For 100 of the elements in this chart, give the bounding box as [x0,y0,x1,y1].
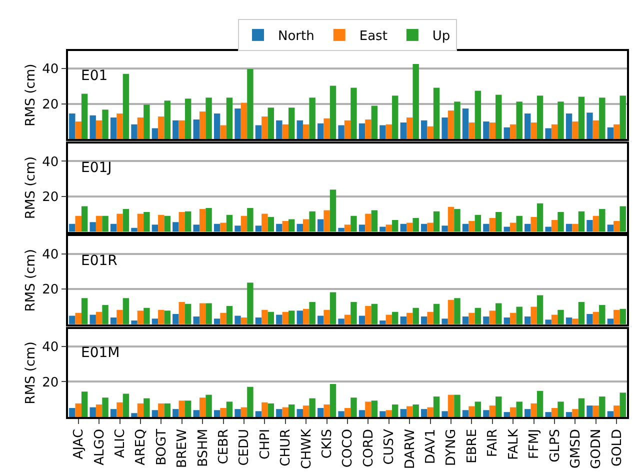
bar [240,216,248,232]
bar [96,216,102,232]
bar [344,120,351,140]
bar [193,119,200,140]
bar [102,110,108,140]
bar [427,312,434,324]
bar [220,125,226,140]
bar [309,398,316,417]
bar [122,74,130,140]
bar [566,412,572,417]
x-tick-label: CHWK [299,428,314,470]
bar [406,118,413,140]
bar [110,409,117,417]
bar [324,404,330,417]
y-tick-label: 40 [42,62,59,78]
bar [442,318,448,324]
bar [406,406,413,417]
bar [247,208,254,232]
bar [122,394,130,417]
bar [81,206,88,232]
bar [371,400,378,417]
bar [193,316,200,324]
bar [296,310,303,324]
bar [288,108,295,140]
x-tick-label: CORD [361,428,376,468]
bar [365,402,372,417]
x-tick-label: FAIR [486,428,501,457]
y-tick-label: 40 [42,247,59,262]
bar [400,409,407,417]
x-tick-label: GMSD [568,428,584,469]
bar [592,120,600,140]
bar [614,221,620,232]
bar [276,120,282,140]
bar [483,410,490,417]
bar [592,216,600,232]
bar [317,408,324,417]
bar [96,312,102,324]
text: E01J [81,160,112,176]
bar [380,125,386,140]
bar [344,224,351,232]
bar [90,407,96,417]
bar [412,308,419,324]
bar [516,102,522,140]
bar [75,216,82,232]
bar [302,406,310,417]
bar [350,216,357,232]
bar [206,98,212,140]
bar [214,410,220,417]
x-tick-label: CHPI [258,428,273,460]
bar [412,218,419,232]
bar [350,302,357,324]
bar [392,404,398,417]
bar [262,310,268,324]
bar [400,122,407,140]
bar [510,407,516,417]
bar [338,318,344,324]
bar [448,206,454,232]
bar [226,98,233,140]
bar [338,411,344,417]
bar [302,124,310,140]
bar [158,116,164,140]
bar [172,120,179,140]
bar [599,396,606,417]
bar [172,409,179,417]
bar [586,112,593,140]
bar [536,295,544,324]
bar [240,407,248,417]
bar [599,209,606,232]
bar [358,123,366,140]
bar [131,124,138,140]
y-axis-title: RMS (cm) [24,249,39,312]
y-axis-title: RMS (cm) [24,64,39,126]
bar [131,320,138,324]
y-tick-label: 20 [42,375,59,390]
bar [255,125,262,140]
bar [433,88,440,140]
bar [116,214,123,232]
bar [474,90,482,140]
x-tick-label: ALIC [112,428,128,458]
bar [131,413,138,417]
bar [288,404,295,417]
bar [462,316,469,324]
bar [516,216,522,232]
bar [255,318,262,324]
legend-label: North [278,29,314,44]
x-tick-label: BREW [175,428,190,468]
text: E01 [81,68,108,84]
bar [468,122,475,140]
bar [234,108,241,140]
bar [302,308,310,324]
bar [412,64,419,140]
bar [536,390,544,417]
bar [489,122,496,140]
x-tick-label: AREQ [134,428,149,466]
bar [510,222,516,232]
bar [137,214,144,232]
bar [489,406,496,417]
bar [433,211,440,232]
bar [448,300,454,324]
bar [296,224,303,232]
